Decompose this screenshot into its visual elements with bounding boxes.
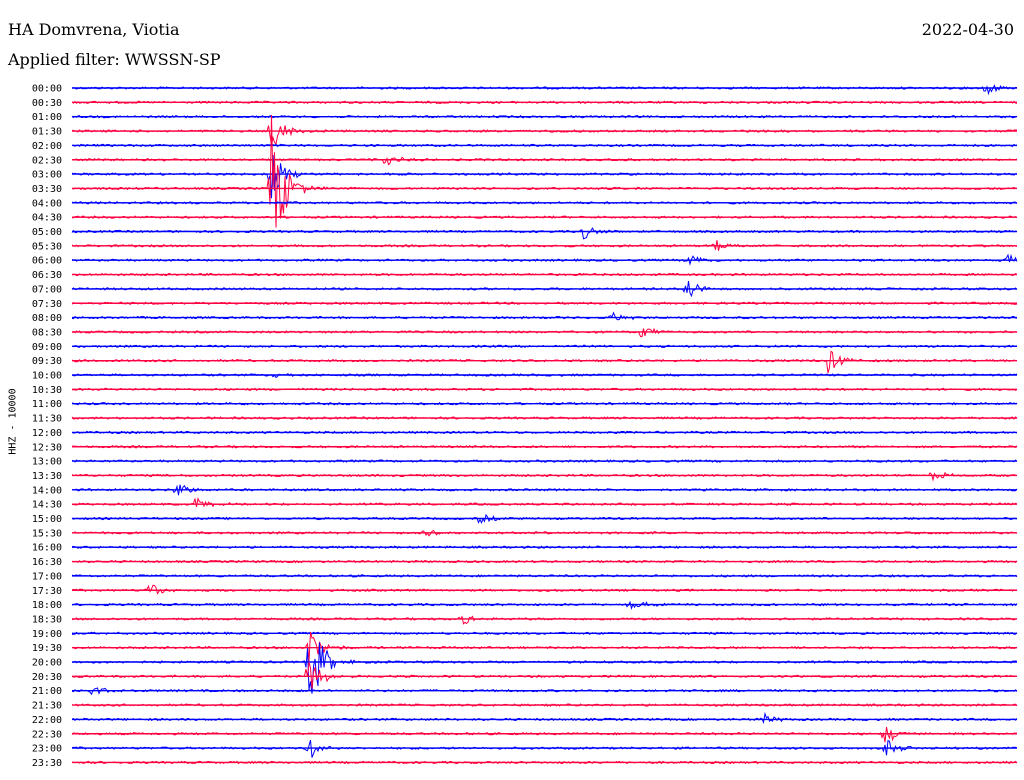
- row-tick-label: 10:30: [32, 385, 62, 396]
- row-tick-label: 20:30: [32, 672, 62, 683]
- row-tick-label: 00:30: [32, 98, 62, 109]
- date-label: 2022-04-30: [921, 20, 1014, 39]
- row-tick-label: 12:30: [32, 442, 62, 453]
- row-tick-label: 07:30: [32, 299, 62, 310]
- row-tick-label: 02:00: [32, 141, 62, 152]
- row-tick-label: 05:30: [32, 241, 62, 252]
- trace-row: [71, 155, 1018, 199]
- row-tick-label: 18:30: [32, 614, 62, 625]
- row-tick-label: 23:30: [32, 758, 62, 769]
- row-tick-label: 03:00: [32, 170, 62, 181]
- trace-row: [71, 615, 1018, 625]
- trace-row: [71, 584, 1018, 595]
- row-tick-label: 15:00: [32, 514, 62, 525]
- station-title: HA Domvrena, Viotia: [8, 20, 180, 39]
- row-tick-label: 02:30: [32, 155, 62, 166]
- filter-label: Applied filter: WWSSN-SP: [8, 50, 221, 69]
- row-tick-label: 15:30: [32, 528, 62, 539]
- row-tick-label: 01:30: [32, 127, 62, 138]
- row-tick-label: 22:00: [32, 715, 62, 726]
- row-tick-label: 05:00: [32, 227, 62, 238]
- trace-row: [71, 631, 1018, 662]
- row-tick-label: 14:00: [32, 485, 62, 496]
- row-tick-label: 17:30: [32, 586, 62, 597]
- row-tick-labels: 00:00 00:30 01:00 01:30 02:00 02:30 03:00 03:30…: [32, 84, 62, 769]
- trace-row: [71, 253, 1018, 266]
- row-tick-label: 14:30: [32, 500, 62, 511]
- trace-row: [71, 496, 1018, 508]
- row-tick-label: 01:00: [32, 112, 62, 123]
- row-tick-label: 00:00: [32, 84, 62, 95]
- row-tick-label: 07:00: [32, 284, 62, 295]
- row-tick-label: 17:00: [32, 571, 62, 582]
- trace-row: [71, 726, 1018, 743]
- row-tick-label: 13:30: [32, 471, 62, 482]
- row-tick-label: 06:30: [32, 270, 62, 281]
- row-tick-label: 04:30: [32, 213, 62, 224]
- row-tick-label: 19:00: [32, 629, 62, 640]
- trace-row: [71, 125, 1018, 146]
- row-tick-label: 23:00: [32, 744, 62, 755]
- seismogram-traces: [71, 84, 1018, 765]
- row-tick-label: 22:30: [32, 729, 62, 740]
- row-tick-label: 11:30: [32, 414, 62, 425]
- trace-row: [71, 642, 1018, 694]
- trace-row: [71, 281, 1018, 298]
- row-tick-label: 03:30: [32, 184, 62, 195]
- trace-row: [71, 471, 1018, 482]
- row-tick-label: 16:00: [32, 543, 62, 554]
- row-tick-label: 18:00: [32, 600, 62, 611]
- trace-row: [71, 739, 1018, 758]
- row-tick-label: 21:30: [32, 701, 62, 712]
- row-tick-label: 06:00: [32, 256, 62, 267]
- trace-row: [71, 311, 1018, 321]
- trace-row: [71, 661, 1018, 689]
- trace-row: [71, 711, 1018, 725]
- row-tick-label: 11:00: [32, 399, 62, 410]
- row-tick-label: 19:30: [32, 643, 62, 654]
- row-tick-label: 16:30: [32, 557, 62, 568]
- row-tick-label: 12:00: [32, 428, 62, 439]
- row-tick-label: 04:00: [32, 198, 62, 209]
- row-tick-label: 09:30: [32, 356, 62, 367]
- trace-row: [71, 350, 1018, 374]
- row-tick-label: 21:00: [32, 686, 62, 697]
- row-tick-label: 13:00: [32, 457, 62, 468]
- row-tick-label: 20:00: [32, 658, 62, 669]
- trace-row: [71, 156, 1018, 166]
- row-tick-label: 09:00: [32, 342, 62, 353]
- row-tick-label: 08:30: [32, 327, 62, 338]
- trace-row: [71, 227, 1018, 240]
- row-tick-label: 10:00: [32, 371, 62, 382]
- row-tick-label: 08:00: [32, 313, 62, 324]
- trace-row: [71, 84, 1018, 96]
